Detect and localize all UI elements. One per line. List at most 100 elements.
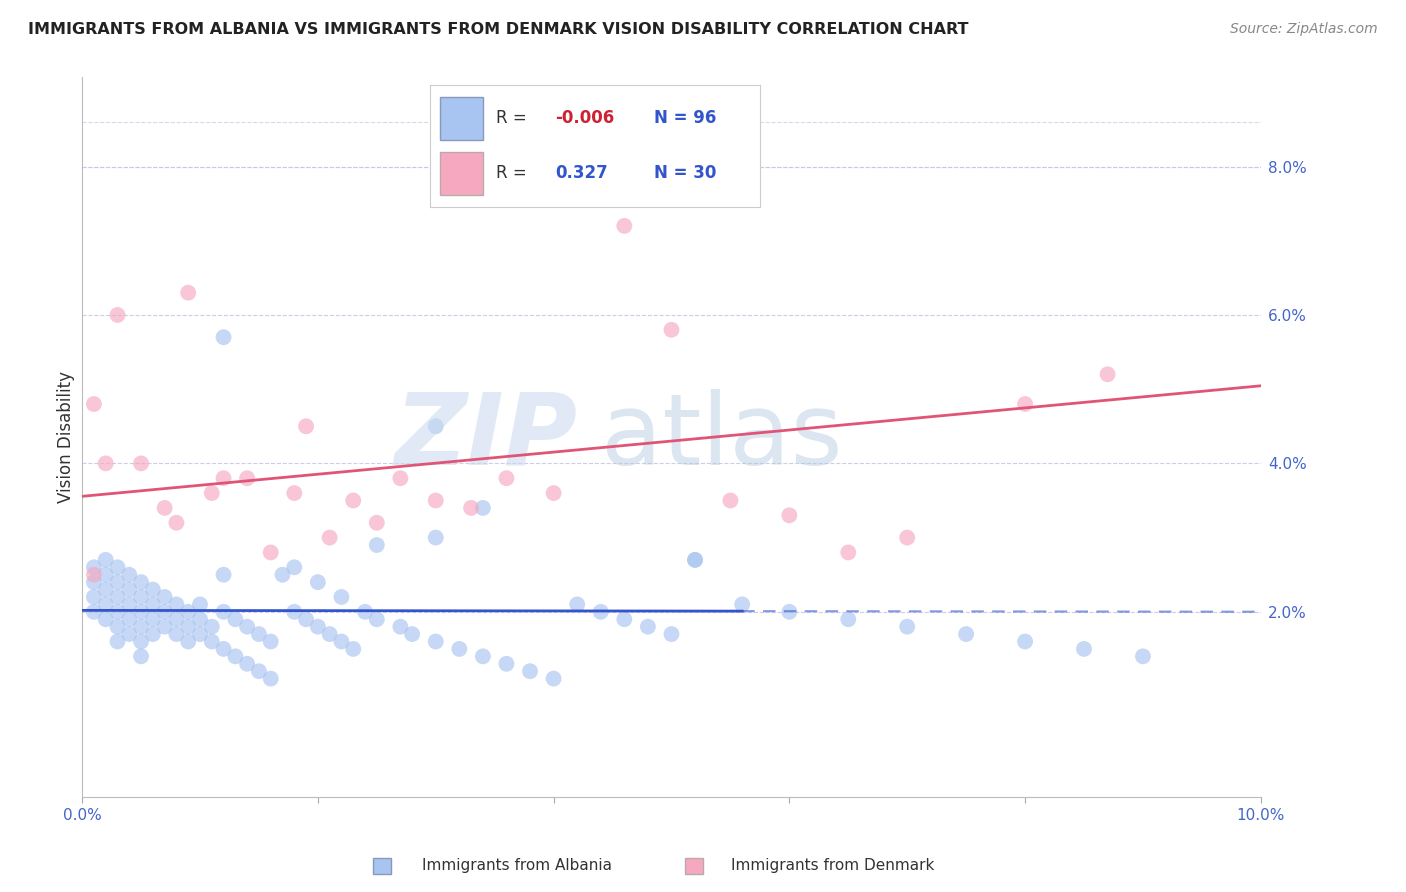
Point — [543, 672, 565, 686]
Point — [260, 672, 283, 686]
Point — [129, 590, 152, 604]
Point — [236, 657, 259, 671]
Point — [165, 612, 187, 626]
Point — [177, 605, 200, 619]
Point — [637, 620, 659, 634]
Point — [224, 649, 246, 664]
Point — [83, 605, 105, 619]
Point — [107, 590, 129, 604]
Point — [118, 627, 141, 641]
Point — [83, 560, 105, 574]
Point — [342, 493, 364, 508]
Point — [153, 500, 176, 515]
Point — [1014, 397, 1036, 411]
Point — [366, 612, 388, 626]
Point — [129, 456, 152, 470]
Point — [543, 486, 565, 500]
Point — [1132, 649, 1154, 664]
Point — [142, 612, 165, 626]
Point — [683, 553, 706, 567]
Point — [201, 620, 224, 634]
Point — [260, 634, 283, 648]
Point — [177, 620, 200, 634]
Point — [236, 620, 259, 634]
Point — [212, 567, 235, 582]
Point — [107, 308, 129, 322]
Point — [165, 598, 187, 612]
Point — [107, 560, 129, 574]
Text: Immigrants from Albania: Immigrants from Albania — [422, 858, 612, 872]
Point — [1097, 368, 1119, 382]
Point — [896, 531, 918, 545]
Point — [449, 641, 471, 656]
Point — [107, 634, 129, 648]
Point — [142, 582, 165, 597]
Point — [613, 219, 636, 233]
Point — [129, 634, 152, 648]
Point — [366, 538, 388, 552]
Point — [283, 560, 305, 574]
Point — [307, 620, 329, 634]
Point — [778, 508, 800, 523]
Point — [188, 627, 211, 641]
Point — [1014, 634, 1036, 648]
Point — [94, 567, 117, 582]
Point — [94, 456, 117, 470]
Point — [425, 634, 447, 648]
Point — [495, 471, 517, 485]
Point — [83, 590, 105, 604]
Point — [83, 567, 105, 582]
Point — [1073, 641, 1095, 656]
Point — [129, 649, 152, 664]
Point — [118, 612, 141, 626]
Point — [129, 620, 152, 634]
Point — [283, 486, 305, 500]
Point — [118, 582, 141, 597]
Point — [201, 634, 224, 648]
Point — [401, 627, 423, 641]
Point — [236, 471, 259, 485]
Point — [366, 516, 388, 530]
Point — [165, 516, 187, 530]
Point — [177, 285, 200, 300]
Point — [247, 664, 270, 678]
Text: ZIP: ZIP — [394, 389, 578, 486]
Point — [212, 471, 235, 485]
Point — [460, 500, 482, 515]
Point — [330, 590, 353, 604]
Point — [354, 605, 377, 619]
Point — [683, 553, 706, 567]
Point — [188, 598, 211, 612]
Point — [519, 664, 541, 678]
Point — [212, 605, 235, 619]
Point — [212, 330, 235, 344]
Point — [389, 620, 412, 634]
Point — [896, 620, 918, 634]
Point — [307, 575, 329, 590]
Point — [342, 641, 364, 656]
Y-axis label: Vision Disability: Vision Disability — [58, 371, 75, 503]
Point — [837, 612, 859, 626]
Point — [165, 627, 187, 641]
Point — [83, 397, 105, 411]
Point — [142, 598, 165, 612]
Point — [107, 605, 129, 619]
Point — [94, 598, 117, 612]
Point — [567, 598, 589, 612]
Point — [295, 419, 318, 434]
Point — [425, 493, 447, 508]
Point — [177, 634, 200, 648]
Point — [330, 634, 353, 648]
Point — [153, 605, 176, 619]
Point — [318, 627, 340, 641]
Point — [389, 471, 412, 485]
Point — [589, 605, 612, 619]
Point — [613, 612, 636, 626]
Point — [118, 598, 141, 612]
Point — [129, 575, 152, 590]
Point — [425, 531, 447, 545]
Point — [94, 582, 117, 597]
Text: atlas: atlas — [600, 389, 842, 486]
Point — [778, 605, 800, 619]
Point — [107, 575, 129, 590]
